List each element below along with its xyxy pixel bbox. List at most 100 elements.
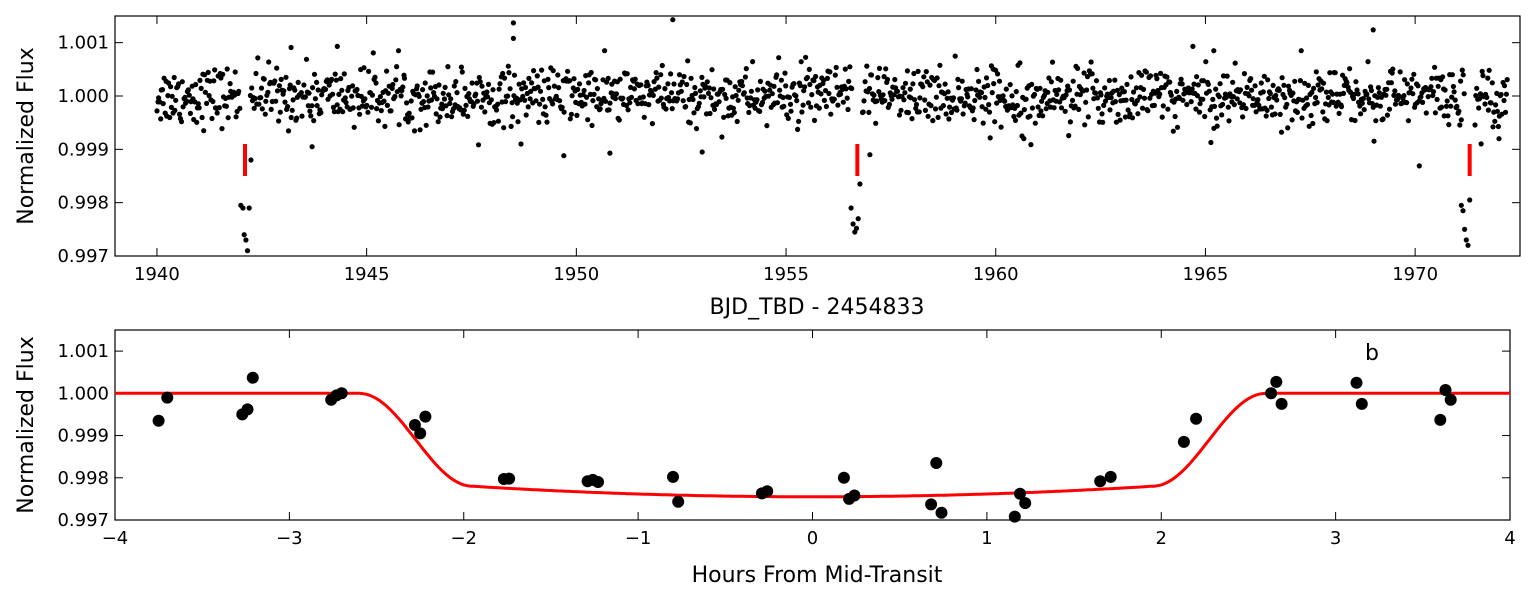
top-data-point — [727, 80, 733, 86]
top-data-point — [842, 66, 848, 72]
top-data-point — [388, 108, 394, 114]
top-data-point — [828, 111, 834, 117]
top-data-point — [911, 70, 917, 77]
bottom-data-point — [1275, 397, 1288, 410]
top-data-point — [1430, 92, 1436, 99]
top-data-point — [892, 76, 898, 83]
top-data-point — [665, 81, 671, 87]
top-data-point — [447, 100, 453, 107]
top-data-point — [1327, 70, 1333, 76]
top-data-point — [1099, 111, 1105, 117]
top-data-point — [315, 87, 321, 93]
top-data-point — [658, 72, 664, 78]
top-data-point — [757, 78, 764, 84]
top-data-point — [331, 109, 337, 115]
top-data-point — [1300, 97, 1306, 103]
top-data-point — [1377, 103, 1383, 109]
top-data-point — [1392, 88, 1398, 94]
top-data-point — [1062, 108, 1068, 114]
top-data-point — [1115, 111, 1121, 117]
top-data-point — [433, 111, 439, 117]
top-data-point — [927, 82, 933, 88]
top-data-point — [301, 82, 307, 88]
top-data-point — [1486, 67, 1492, 73]
top-data-point — [1083, 99, 1089, 105]
top-data-point — [1320, 80, 1327, 86]
top-data-point — [699, 74, 705, 80]
top-data-point — [1214, 123, 1220, 129]
top-data-point — [1193, 106, 1199, 112]
top-data-point — [1211, 103, 1218, 109]
top-data-point — [1462, 226, 1468, 232]
top-x-tick-label: 1960 — [973, 264, 1019, 285]
top-data-point — [1268, 104, 1274, 110]
top-data-point — [556, 85, 562, 91]
top-data-point — [739, 83, 746, 89]
top-data-point — [989, 90, 995, 96]
top-data-point — [1351, 91, 1357, 97]
top-data-point — [506, 70, 512, 76]
top-data-point — [252, 95, 258, 102]
top-data-point — [1285, 83, 1292, 89]
top-data-point — [1432, 110, 1438, 116]
top-data-point — [1492, 118, 1498, 124]
top-data-point — [1340, 90, 1347, 96]
top-data-point — [1160, 103, 1166, 109]
top-data-point — [546, 85, 552, 91]
top-data-point — [813, 73, 819, 80]
top-data-point — [1290, 90, 1296, 96]
top-data-point — [998, 124, 1004, 130]
bottom-y-tick-label: 0.997 — [57, 510, 109, 531]
top-data-point — [241, 232, 247, 238]
top-data-point — [488, 97, 494, 103]
top-data-point — [1102, 98, 1109, 104]
top-data-point — [723, 95, 729, 101]
top-data-point — [628, 94, 635, 100]
top-data-point — [368, 104, 375, 110]
top-data-point — [536, 119, 542, 125]
top-data-point — [1434, 96, 1440, 103]
top-data-point — [1137, 94, 1143, 100]
bottom-data-point — [935, 506, 948, 519]
top-data-point — [1125, 107, 1131, 113]
top-data-point — [907, 86, 913, 92]
top-data-point — [932, 106, 939, 112]
top-data-point — [1037, 85, 1043, 91]
top-data-point — [904, 68, 911, 74]
top-data-point — [561, 153, 567, 159]
top-data-point — [1195, 82, 1201, 88]
top-data-point — [1386, 106, 1393, 112]
top-data-point — [607, 100, 613, 106]
top-data-point — [1442, 87, 1448, 93]
top-data-point — [292, 87, 298, 93]
top-data-point — [1463, 237, 1469, 243]
top-data-point — [439, 101, 445, 107]
top-data-point — [1230, 94, 1236, 100]
top-data-point — [277, 109, 283, 115]
top-data-point — [521, 80, 527, 86]
top-data-point — [759, 99, 766, 106]
top-data-point — [605, 75, 611, 81]
top-data-point — [290, 97, 296, 103]
top-data-point — [886, 101, 893, 107]
top-data-point — [422, 80, 428, 86]
top-data-point — [1029, 81, 1035, 87]
top-data-point — [986, 102, 992, 108]
top-data-point — [1226, 118, 1232, 124]
top-data-point — [469, 80, 475, 86]
top-data-point — [1093, 78, 1100, 84]
top-data-point — [721, 114, 727, 120]
top-data-point — [194, 119, 200, 125]
top-data-point — [940, 103, 947, 109]
top-data-point — [178, 119, 185, 125]
top-data-point — [1220, 101, 1226, 107]
top-data-point — [473, 91, 479, 97]
top-data-point — [449, 114, 455, 120]
top-data-point — [928, 103, 934, 109]
top-x-tick-label: 1955 — [763, 264, 809, 285]
top-data-point — [925, 113, 931, 119]
top-data-point — [1070, 78, 1076, 84]
bottom-data-point — [152, 414, 165, 427]
top-data-point — [651, 79, 657, 85]
top-data-point — [1085, 114, 1091, 120]
